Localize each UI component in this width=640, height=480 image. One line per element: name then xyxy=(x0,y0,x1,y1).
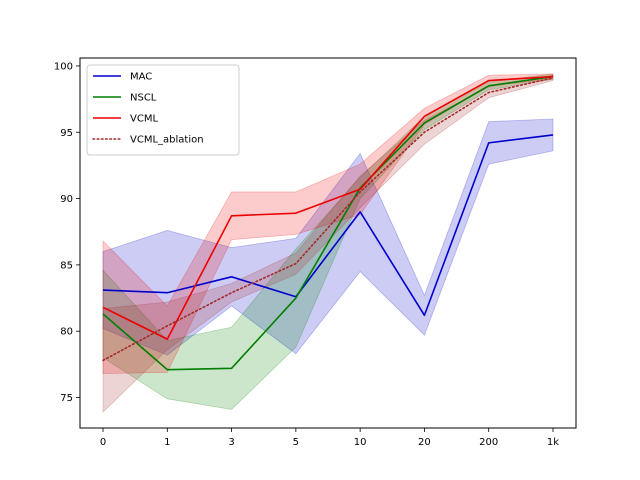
x-axis-ticks: 0 1 3 5 10 20 200 1k xyxy=(100,428,559,448)
y-tick-label: 80 xyxy=(60,327,73,338)
y-tick-label: 100 xyxy=(54,61,73,72)
x-tick-label: 200 xyxy=(479,437,498,448)
x-tick-label: 1 xyxy=(164,437,170,448)
x-tick-label: 5 xyxy=(293,437,299,448)
series-line-nscl xyxy=(102,75,554,371)
legend-label-nscl: NSCL xyxy=(130,93,157,104)
legend-box xyxy=(86,64,240,156)
band-mac xyxy=(102,118,554,356)
legend-label-vcml-ablation: VCML_ablation xyxy=(130,135,204,146)
series-line-vcml-ablation xyxy=(102,77,554,362)
x-tick-label: 3 xyxy=(228,437,234,448)
band-vcml xyxy=(102,73,554,375)
legend-label-vcml: VCML xyxy=(130,114,158,125)
x-tick-label: 10 xyxy=(354,437,367,448)
y-axis-ticks: 75 80 85 90 95 100 xyxy=(54,61,80,404)
x-tick-label: 1k xyxy=(547,437,559,448)
legend-label-mac: MAC xyxy=(130,72,152,83)
x-tick-label: 20 xyxy=(418,437,431,448)
y-tick-label: 90 xyxy=(60,194,73,205)
y-tick-label: 95 xyxy=(60,128,73,139)
band-vcml-ablation xyxy=(102,74,554,414)
series-line-mac xyxy=(102,134,554,317)
x-tick-label: 0 xyxy=(100,437,106,448)
plot-frame xyxy=(79,57,577,429)
legend: MAC NSCL VCML VCML_ablation xyxy=(86,64,240,156)
y-tick-label: 75 xyxy=(60,393,73,404)
series-line-vcml xyxy=(102,75,554,340)
series-lines xyxy=(102,75,554,371)
y-tick-label: 85 xyxy=(60,260,73,271)
